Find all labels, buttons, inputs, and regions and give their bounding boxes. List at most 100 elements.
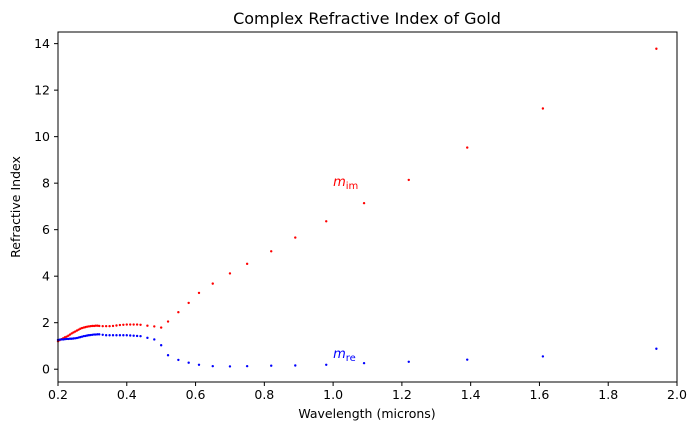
data-point-series-1	[122, 334, 125, 337]
data-point-series-0	[94, 324, 98, 327]
data-point-series-0	[166, 320, 170, 323]
data-point-series-0	[211, 282, 214, 285]
annotation-subscript: re	[346, 353, 356, 364]
data-point-series-1	[108, 334, 111, 337]
data-point-series-1	[115, 334, 118, 337]
x-tick-label: 1.4	[461, 387, 481, 402]
data-point-series-1	[211, 364, 214, 368]
data-point-series-1	[104, 334, 108, 337]
data-point-series-1	[541, 355, 545, 358]
y-tick-label: 12	[34, 83, 50, 98]
data-point-series-0	[139, 323, 142, 326]
data-point-series-0	[104, 324, 108, 328]
data-point-series-1	[294, 364, 297, 367]
x-tick-label: 1.2	[392, 387, 412, 402]
y-tick-label: 10	[34, 129, 50, 144]
data-point-series-1	[132, 334, 135, 337]
data-point-series-1	[228, 365, 232, 368]
data-point-series-1	[466, 358, 469, 361]
data-point-series-1	[135, 334, 139, 338]
data-point-series-1	[101, 333, 104, 336]
data-point-series-0	[91, 324, 94, 328]
data-point-series-1	[197, 363, 201, 366]
data-point-series-1	[139, 334, 142, 338]
data-point-series-0	[177, 311, 180, 314]
y-tick-label: 8	[42, 176, 50, 191]
data-point-series-0	[541, 107, 545, 110]
annotation-subscript: im	[346, 181, 359, 192]
data-point-series-1	[159, 344, 163, 347]
x-tick-label: 0.4	[117, 387, 137, 402]
data-point-series-1	[325, 363, 328, 366]
data-point-series-1	[270, 364, 273, 367]
data-point-series-0	[325, 220, 328, 223]
data-point-series-1	[125, 334, 128, 337]
x-tick-label: 1.8	[598, 387, 618, 402]
data-point-series-1	[92, 333, 96, 336]
data-point-series-1	[65, 337, 68, 341]
data-point-series-0	[294, 236, 297, 239]
data-point-series-1	[187, 361, 190, 364]
data-point-series-0	[115, 324, 118, 327]
data-point-series-1	[407, 360, 410, 363]
x-tick-label: 1.6	[529, 387, 549, 402]
data-point-series-1	[146, 336, 149, 340]
series-annotation: mre	[333, 347, 356, 364]
data-point-series-1	[362, 361, 366, 365]
data-point-series-1	[177, 358, 180, 362]
data-point-series-0	[125, 323, 128, 326]
data-point-series-1	[166, 354, 170, 357]
data-point-series-0	[98, 324, 101, 328]
data-point-series-0	[228, 272, 232, 275]
series-annotation: mim	[333, 175, 358, 192]
data-point-series-0	[159, 326, 163, 329]
data-point-series-0	[187, 301, 190, 305]
data-point-series-1	[129, 334, 132, 337]
data-point-series-0	[153, 325, 156, 328]
annotation-base: m	[333, 347, 346, 362]
x-tick-label: 0.2	[48, 387, 68, 402]
data-point-series-1	[68, 337, 72, 340]
data-point-series-1	[111, 334, 115, 337]
y-tick-label: 6	[42, 222, 50, 237]
annotation-base: m	[333, 175, 346, 190]
y-tick-label: 4	[42, 269, 50, 284]
data-point-series-1	[96, 333, 99, 336]
x-axis-label: Wavelength (microns)	[298, 406, 435, 421]
data-point-series-1	[118, 334, 122, 337]
data-point-series-0	[129, 323, 132, 326]
data-point-series-0	[197, 291, 201, 295]
data-point-series-0	[132, 323, 135, 326]
data-point-series-0	[362, 201, 366, 205]
chart-title: Complex Refractive Index of Gold	[233, 9, 501, 28]
data-point-series-0	[68, 333, 72, 336]
data-point-series-0	[111, 324, 115, 328]
x-tick-label: 1.0	[323, 387, 343, 402]
data-point-series-1	[245, 364, 249, 368]
y-tick-label: 0	[42, 362, 50, 377]
data-point-series-1	[655, 347, 658, 350]
x-tick-label: 0.8	[254, 387, 274, 402]
data-marks	[56, 47, 658, 368]
plot-frame	[57, 31, 678, 383]
data-point-series-0	[146, 324, 149, 327]
data-point-series-0	[67, 334, 70, 337]
data-point-series-0	[122, 323, 125, 326]
data-point-series-1	[60, 338, 63, 341]
data-point-series-0	[118, 323, 122, 327]
y-axis-label: Refractive Index	[8, 156, 23, 258]
data-point-series-0	[270, 250, 273, 253]
y-tick-label: 2	[42, 315, 50, 330]
data-point-series-0	[466, 146, 469, 149]
data-point-series-0	[108, 324, 111, 328]
data-point-series-0	[135, 323, 139, 326]
data-point-series-0	[655, 47, 658, 50]
axis-ticks: 0.2 0.4 0.6 0.8 1.0 1.2 1.4 1.6 1.8 2.0 0 2 4 6 8 10 12 1…	[34, 36, 687, 402]
data-point-series-0	[245, 262, 249, 266]
data-point-series-0	[407, 178, 410, 182]
x-tick-label: 2.0	[667, 387, 687, 402]
x-tick-label: 0.6	[186, 387, 206, 402]
data-point-series-0	[101, 324, 104, 328]
